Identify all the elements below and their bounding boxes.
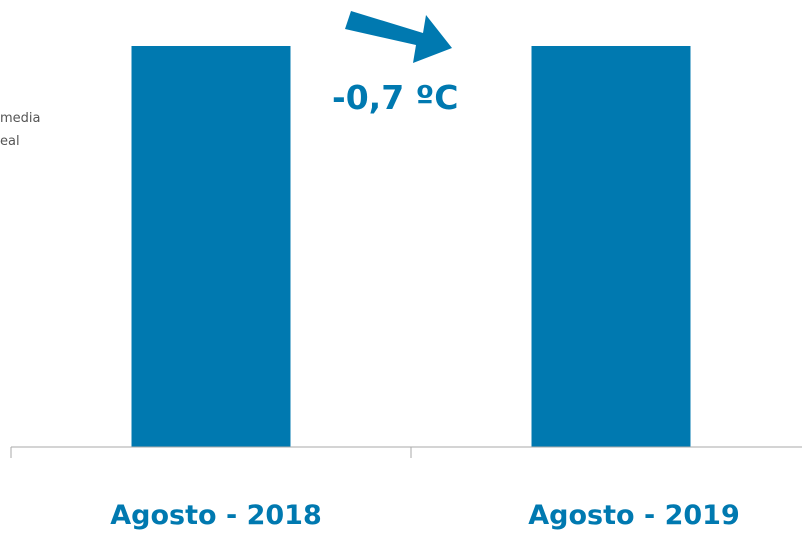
bars-group: [131, 46, 691, 447]
temperature-delta-label: -0,7 ºC: [332, 78, 459, 117]
trend-arrow-icon: [345, 11, 452, 63]
bar-1: [531, 46, 691, 447]
category-label-2019: Agosto - 2019: [528, 500, 740, 531]
bar-0: [131, 46, 291, 447]
category-label-2018: Agosto - 2018: [110, 500, 322, 531]
side-label-line-2: eal: [0, 134, 20, 149]
side-label-line-1: media: [0, 111, 41, 126]
